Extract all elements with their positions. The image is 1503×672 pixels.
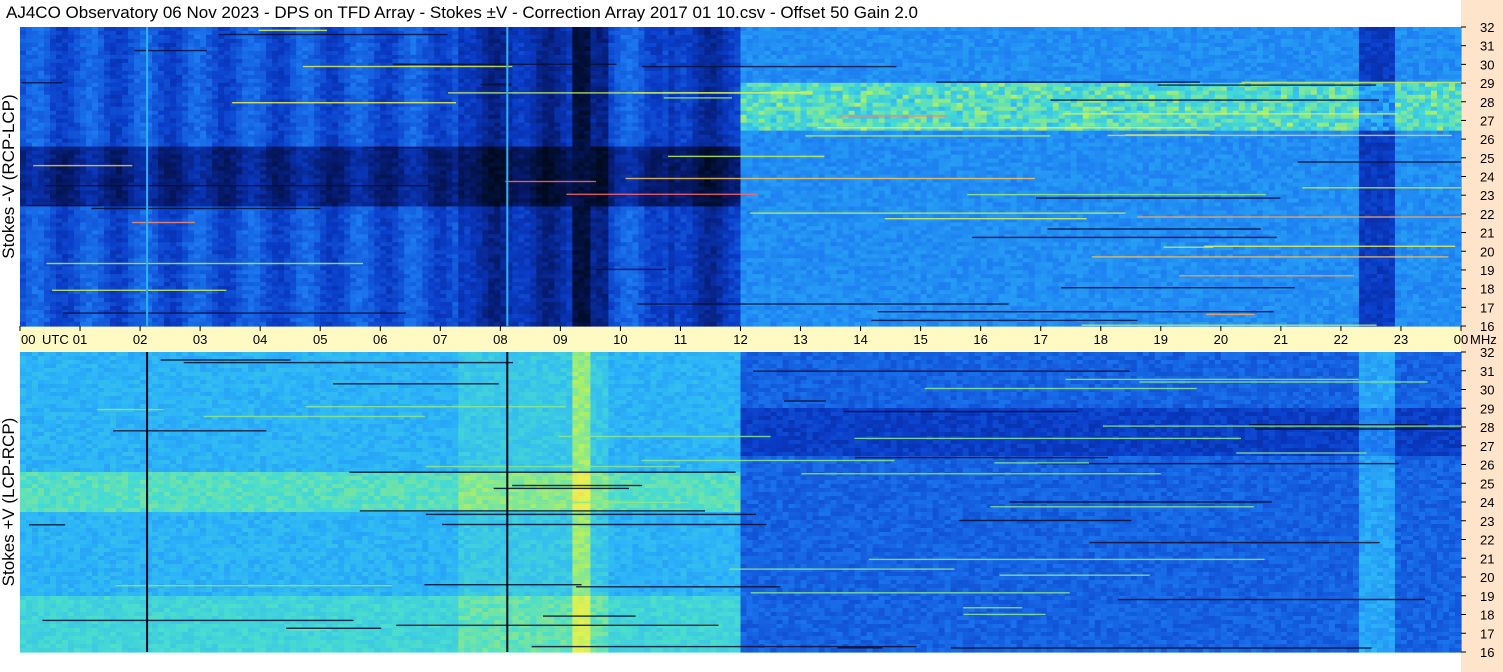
x-tick-label-3: 03 xyxy=(193,332,207,347)
y-tick-label-0-25: 25 xyxy=(1480,151,1494,166)
y-tick-label-1-20: 20 xyxy=(1480,570,1494,585)
x-tick-label-22: 22 xyxy=(1334,332,1348,347)
x-tick-label-14: 14 xyxy=(853,332,867,347)
y-tick-label-1-23: 23 xyxy=(1480,514,1494,529)
y-tick-label-1-22: 22 xyxy=(1480,533,1494,548)
x-tick-label-13: 13 xyxy=(793,332,807,347)
y-tick-label-0-16: 16 xyxy=(1480,319,1494,334)
x-tick-label-16: 16 xyxy=(973,332,987,347)
x-tick-label-12: 12 xyxy=(733,332,747,347)
y-tick-label-1-29: 29 xyxy=(1480,401,1494,416)
y-tick-label-0-19: 19 xyxy=(1480,263,1494,278)
y-axis-label-top: Stokes -V (RCP-LCP) xyxy=(0,94,18,258)
y-tick-label-0-17: 17 xyxy=(1480,300,1494,315)
y-tick-label-1-30: 30 xyxy=(1480,383,1494,398)
y-tick-label-1-32: 32 xyxy=(1480,345,1494,360)
x-tick-label-0: 00 xyxy=(21,332,35,347)
x-tick-label-2: 02 xyxy=(133,332,147,347)
x-tick-label-18: 18 xyxy=(1094,332,1108,347)
y-tick-label-1-17: 17 xyxy=(1480,626,1494,641)
y-tick-label-1-31: 31 xyxy=(1480,364,1494,379)
x-tick-label-4: 04 xyxy=(253,332,267,347)
x-tick-label-1: 01 xyxy=(73,332,87,347)
y-tick-label-1-28: 28 xyxy=(1480,420,1494,435)
x-tick-label-24: 00 xyxy=(1454,332,1468,347)
heatmap-panel-top xyxy=(20,27,1462,327)
x-tick-label-20: 20 xyxy=(1214,332,1228,347)
y-tick-label-1-24: 24 xyxy=(1480,495,1494,510)
x-tick-label-6: 06 xyxy=(373,332,387,347)
x-tick-label-23: 23 xyxy=(1394,332,1408,347)
x-tick-label-11: 11 xyxy=(674,332,688,347)
y-tick-label-0-20: 20 xyxy=(1480,244,1494,259)
y-tick-label-0-24: 24 xyxy=(1480,170,1494,185)
y-axis-label-bottom: Stokes +V (LCP-RCP) xyxy=(0,418,18,587)
x-tick-label-17: 17 xyxy=(1033,332,1047,347)
y-tick-label-0-29: 29 xyxy=(1480,76,1494,91)
y-tick-label-0-32: 32 xyxy=(1480,20,1494,35)
y-tick-label-0-23: 23 xyxy=(1480,188,1494,203)
x-unit-left: UTC xyxy=(42,332,69,347)
x-tick-label-21: 21 xyxy=(1274,332,1288,347)
y-tick-label-1-16: 16 xyxy=(1480,645,1494,660)
y-tick-label-0-26: 26 xyxy=(1480,132,1494,147)
y-tick-label-0-30: 30 xyxy=(1480,57,1494,72)
x-tick-label-5: 05 xyxy=(313,332,327,347)
y-tick-label-1-21: 21 xyxy=(1480,551,1494,566)
x-tick-label-8: 08 xyxy=(493,332,507,347)
y-tick-label-1-26: 26 xyxy=(1480,458,1494,473)
y-tick-label-1-27: 27 xyxy=(1480,439,1494,454)
x-tick-label-7: 07 xyxy=(433,332,447,347)
y-tick-label-0-31: 31 xyxy=(1480,39,1494,54)
y-tick-label-0-28: 28 xyxy=(1480,95,1494,110)
y-tick-label-0-22: 22 xyxy=(1480,207,1494,222)
x-tick-label-9: 09 xyxy=(553,332,567,347)
y-tick-label-1-19: 19 xyxy=(1480,589,1494,604)
x-tick-label-10: 10 xyxy=(613,332,627,347)
heatmap-panel-bottom xyxy=(20,352,1462,653)
y-tick-label-0-18: 18 xyxy=(1480,282,1494,297)
x-tick-label-15: 15 xyxy=(913,332,927,347)
y-tick-label-0-27: 27 xyxy=(1480,113,1494,128)
y-tick-label-1-18: 18 xyxy=(1480,608,1494,623)
x-tick-label-19: 19 xyxy=(1154,332,1168,347)
y-tick-label-1-25: 25 xyxy=(1480,476,1494,491)
y-tick-label-0-21: 21 xyxy=(1480,226,1494,241)
